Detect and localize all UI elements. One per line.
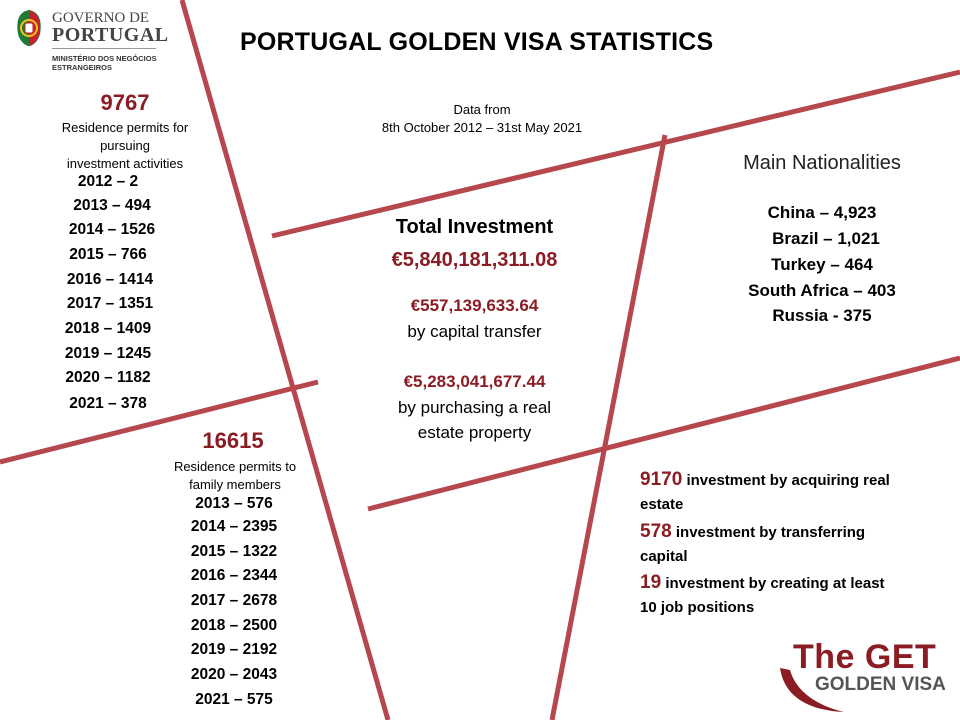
- investment-type-capital-count: 578: [640, 521, 672, 542]
- investment-type-jobs-line1: investment by creating at least: [665, 575, 885, 592]
- data-period: Data from 8th October 2012 – 31st May 20…: [362, 101, 602, 137]
- real-estate-desc-line2: estate property: [417, 423, 532, 442]
- line-left-diagonal: [179, 0, 391, 720]
- family-permits-year-2017: 2017 – 2678: [190, 592, 278, 609]
- family-permits-desc-line1: Residence permits to: [173, 459, 297, 474]
- line-lower-cross: [367, 355, 960, 512]
- investment-permits-desc-line3: investment activities: [66, 156, 184, 171]
- page-title: PORTUGAL GOLDEN VISA STATISTICS: [240, 28, 714, 56]
- the-get-golden-visa-logo: The GET GOLDEN VISA: [778, 638, 958, 720]
- get-logo-line1: The GET: [793, 638, 937, 676]
- family-permits-year-2018: 2018 – 2500: [190, 617, 278, 634]
- nationality-turkey: Turkey – 464: [771, 255, 873, 274]
- real-estate-value: €5,283,041,677.44: [403, 372, 546, 391]
- data-period-range: 8th October 2012 – 31st May 2021: [381, 120, 583, 135]
- family-permits-year-2014: 2014 – 2395: [190, 518, 278, 535]
- investment-permits-year-2020: 2020 – 1182: [65, 369, 151, 386]
- portugal-coat-of-arms-icon: [17, 10, 41, 46]
- investment-permits-desc-line2: pursuing: [100, 138, 150, 153]
- nationality-south-africa: South Africa – 403: [748, 281, 896, 300]
- investment-permits-desc-line1: Residence permits for: [61, 120, 189, 135]
- investment-type-real-estate-line2: estate: [640, 496, 684, 513]
- total-investment-value: €5,840,181,311.08: [391, 249, 558, 271]
- investment-type-jobs-count: 19: [640, 572, 662, 593]
- gov-logo-line1: GOVERNO DE: [52, 10, 150, 26]
- data-period-label: Data from: [453, 102, 511, 117]
- gov-logo-ministry: MINISTÉRIO DOS NEGÓCIOS ESTRANGEIROS: [52, 54, 157, 72]
- investment-type-real-estate-line1: investment by acquiring real: [686, 472, 890, 489]
- line-left-cross: [0, 379, 319, 465]
- swoosh-icon: [780, 668, 844, 712]
- family-permits-total: 16615: [202, 428, 264, 453]
- investment-type-jobs-line2: 10 job positions: [640, 599, 755, 616]
- nationalities-title: Main Nationalities: [743, 152, 901, 174]
- capital-transfer-value: €557,139,633.64: [410, 296, 539, 315]
- real-estate-description: by purchasing a real estate property: [372, 395, 577, 445]
- gov-logo-divider: [52, 48, 156, 49]
- investment-permits-year-2019: 2019 – 1245: [64, 345, 152, 362]
- investment-permits-year-2014: 2014 – 1526: [68, 221, 156, 238]
- family-permits-desc-line2: family members: [189, 477, 281, 492]
- investment-permits-year-2017: 2017 – 1351: [66, 295, 154, 312]
- investment-type-capital: 578 investment by transferring capital: [640, 520, 930, 569]
- family-permits-year-2016: 2016 – 2344: [190, 567, 278, 584]
- gov-logo-line2: PORTUGAL: [52, 24, 169, 46]
- investment-permits-year-2013: 2013 – 494: [73, 197, 151, 214]
- nationality-russia: Russia - 375: [772, 306, 872, 325]
- nationality-china: China – 4,923: [767, 203, 877, 222]
- investment-permits-year-2012: 2012 – 2: [77, 173, 139, 190]
- family-permits-year-2021: 2021 – 575: [195, 691, 273, 708]
- investment-type-capital-line2: capital: [640, 548, 688, 565]
- nationality-brazil: Brazil – 1,021: [772, 229, 880, 248]
- capital-transfer-description: by capital transfer: [407, 322, 542, 341]
- investment-type-jobs: 19 investment by creating at least 10 jo…: [640, 571, 930, 620]
- governo-de-portugal-logo: GOVERNO DE PORTUGAL MINISTÉRIO DOS NEGÓC…: [14, 6, 168, 86]
- family-permits-year-2015: 2015 – 1322: [190, 543, 278, 560]
- real-estate-desc-line1: by purchasing a real: [397, 398, 552, 417]
- investment-permits-description: Residence permits for pursuing investmen…: [40, 119, 210, 173]
- investment-permits-year-2021: 2021 – 378: [69, 395, 147, 412]
- gov-logo-line4: ESTRANGEIROS: [52, 63, 113, 72]
- investment-type-capital-line1: investment by transferring: [675, 524, 866, 541]
- family-permits-year-2020: 2020 – 2043: [190, 666, 278, 683]
- family-permits-description: Residence permits to family members: [160, 458, 310, 494]
- investment-type-real-estate: 9170 investment by acquiring real estate: [640, 468, 930, 517]
- investment-permits-year-2016: 2016 – 1414: [66, 271, 154, 288]
- investment-permits-year-2018: 2018 – 1409: [64, 320, 152, 337]
- get-logo-line2: GOLDEN VISA: [815, 674, 946, 695]
- line-upper-cross: [271, 69, 960, 239]
- line-right-diagonal: [549, 134, 668, 720]
- investment-permits-total: 9767: [100, 90, 150, 115]
- family-permits-year-2013: 2013 – 576: [195, 495, 273, 512]
- family-permits-year-2019: 2019 – 2192: [190, 641, 278, 658]
- total-investment-label: Total Investment: [395, 216, 554, 238]
- investment-permits-year-2015: 2015 – 766: [69, 246, 147, 263]
- gov-logo-line3: MINISTÉRIO DOS NEGÓCIOS: [52, 54, 157, 63]
- investment-type-real-estate-count: 9170: [640, 469, 683, 490]
